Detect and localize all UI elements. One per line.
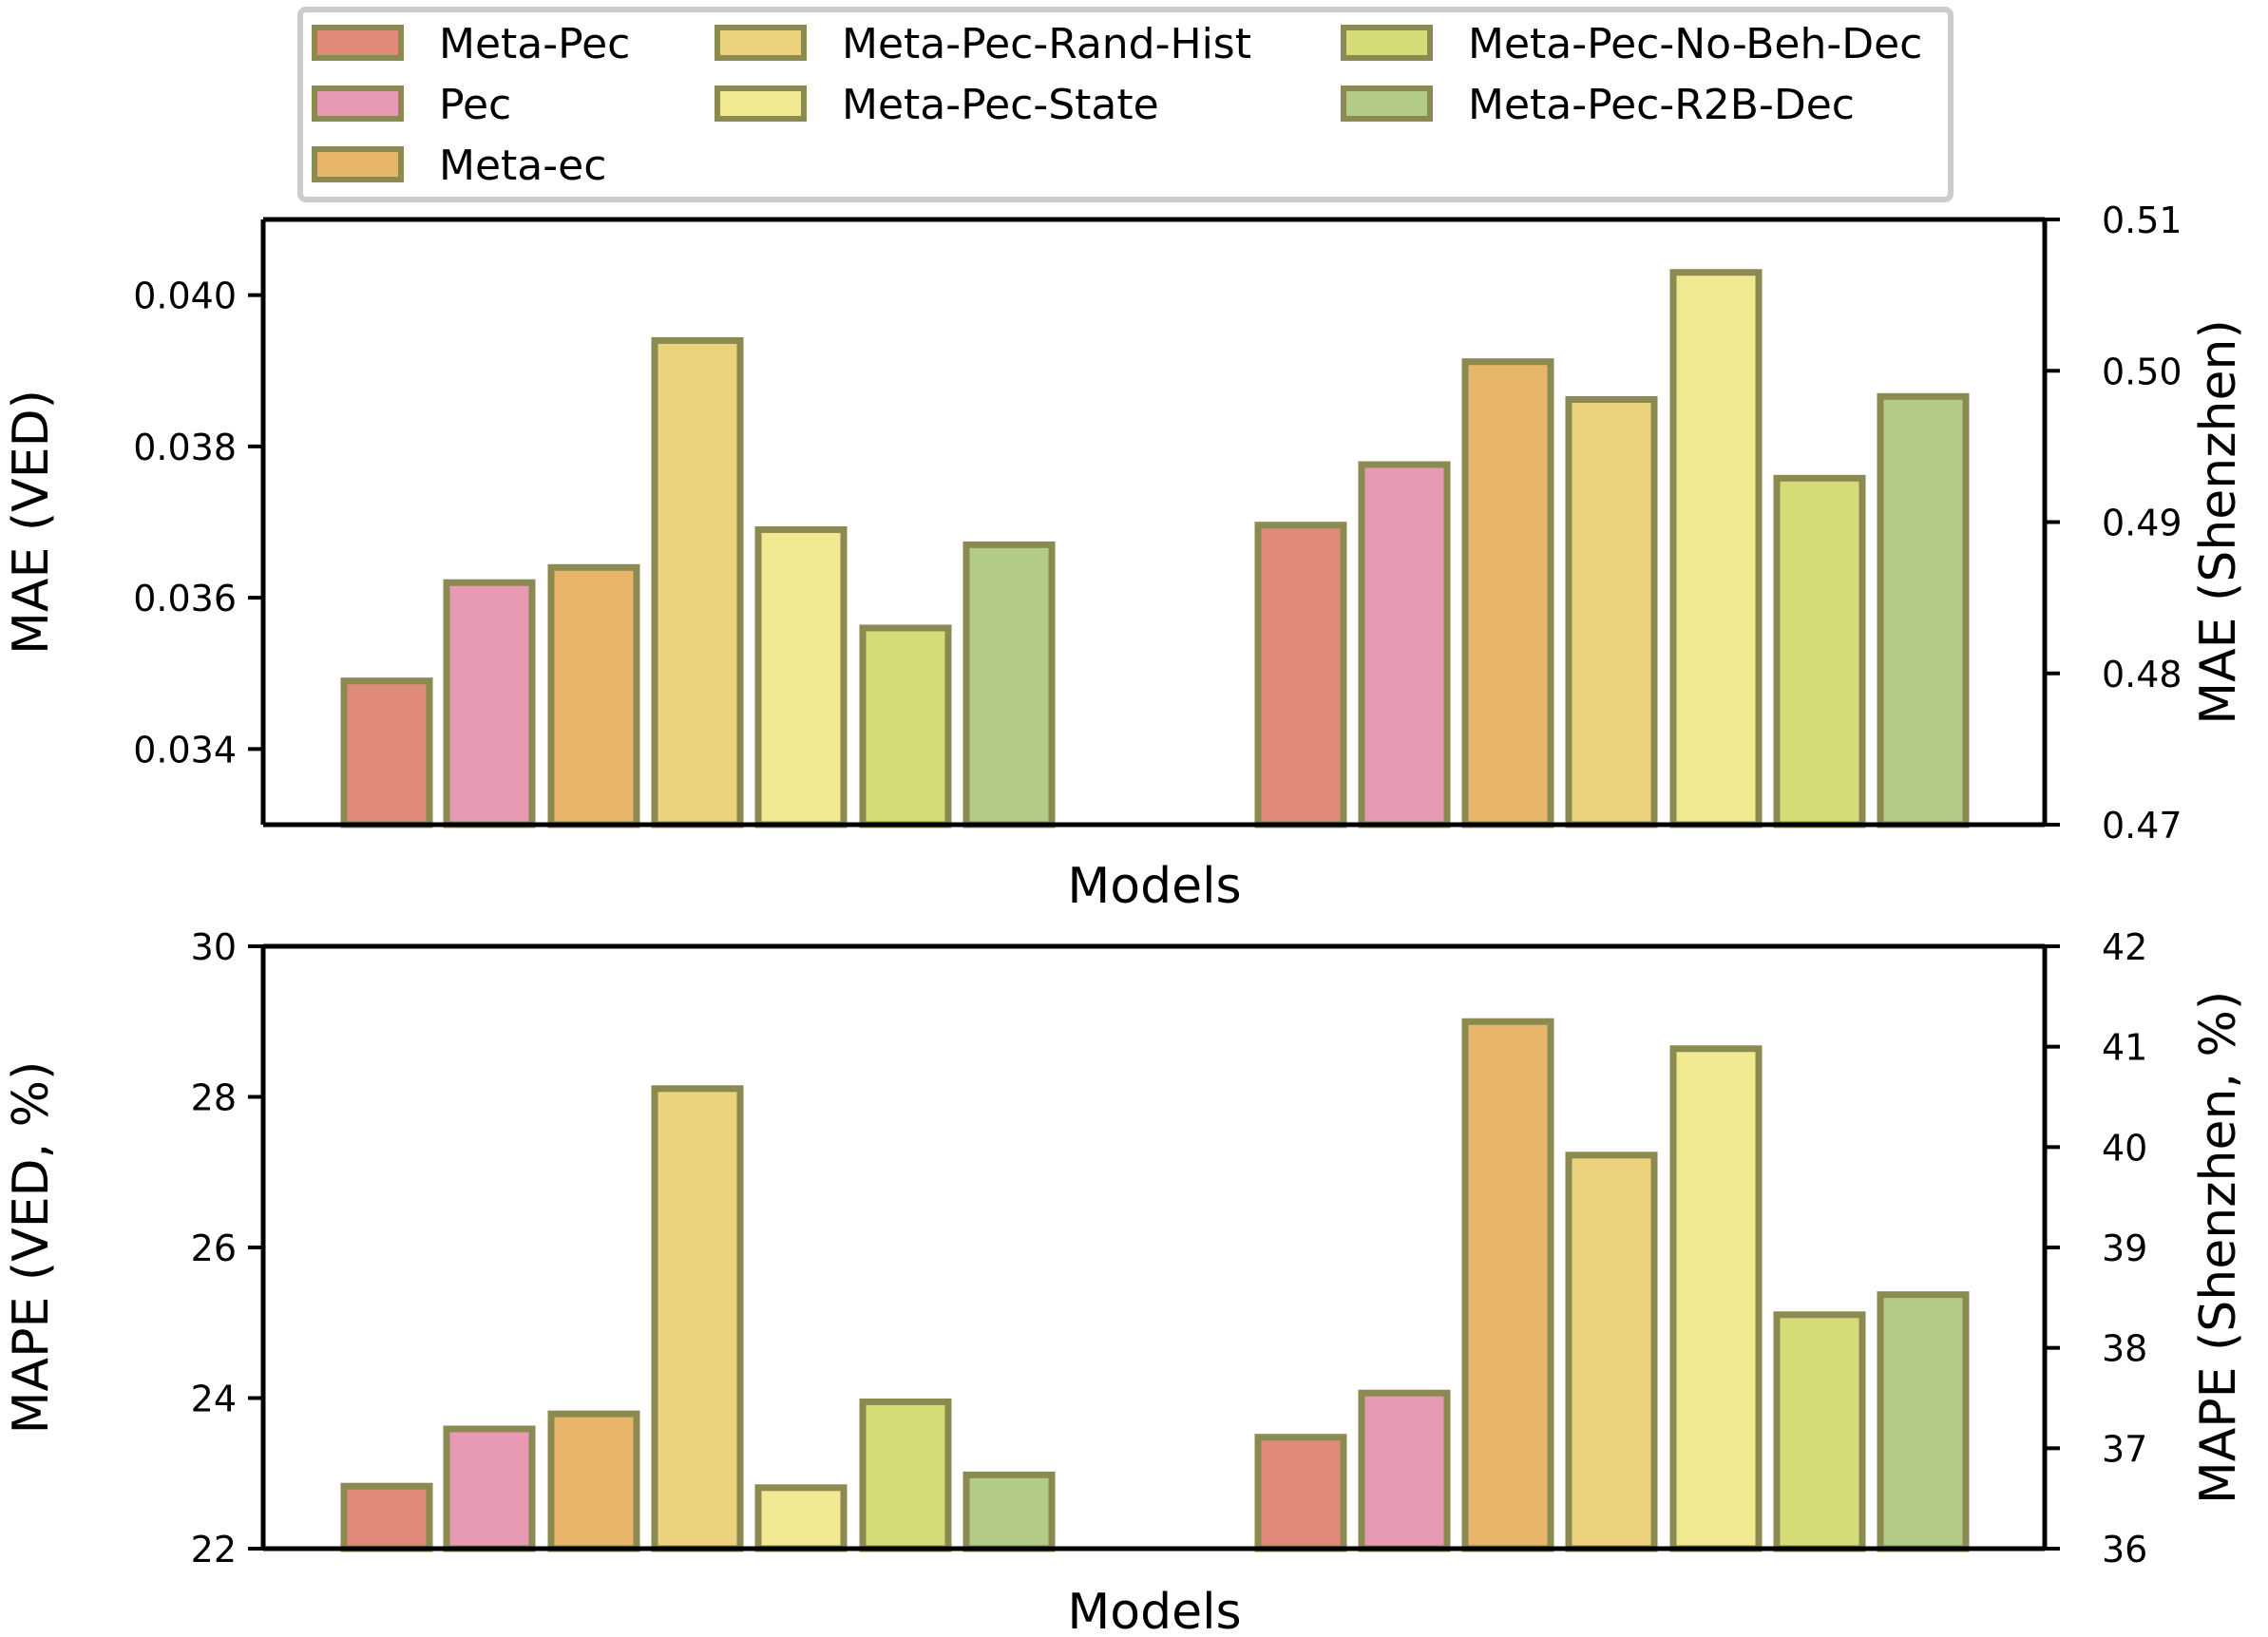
legend-swatch-6: [1341, 86, 1433, 122]
bar-p0-g0-6: [962, 541, 1056, 828]
ytick-label-left-1-2: 26: [191, 1228, 237, 1269]
bar-p1-g0-0: [340, 1482, 433, 1552]
bar-p0-g1-3: [1565, 396, 1658, 828]
ylabel-right-0: MAE (Shenzhen): [2190, 319, 2247, 725]
bar-p1-g1-5: [1773, 1311, 1866, 1552]
ytick-label-right-1-4: 40: [2102, 1127, 2147, 1169]
bar-p0-g1-4: [1669, 269, 1763, 828]
legend-swatch-3: [715, 25, 807, 61]
ytick-label-right-1-6: 42: [2102, 926, 2147, 968]
ytick-label-right-1-0: 36: [2102, 1529, 2147, 1570]
legend-swatch-1: [312, 86, 404, 122]
bar-p1-g1-1: [1358, 1389, 1451, 1552]
ytick-label-right-1-1: 37: [2102, 1428, 2147, 1470]
bar-p0-g0-4: [754, 525, 848, 828]
bar-p1-g0-4: [754, 1484, 848, 1552]
bar-p0-g1-6: [1877, 392, 1970, 828]
legend-label-0: Meta-Pec: [439, 20, 630, 68]
bar-p0-g0-3: [651, 336, 744, 828]
legend-swatch-5: [1341, 25, 1433, 61]
bar-p1-g0-6: [962, 1471, 1056, 1552]
legend-label-6: Meta-Pec-R2B-Dec: [1468, 81, 1855, 129]
legend-swatch-0: [312, 25, 404, 61]
ytick-label-left-0-0: 0.034: [133, 729, 237, 771]
legend-label-5: Meta-Pec-No-Beh-Dec: [1468, 20, 1922, 68]
bar-p0-g1-2: [1461, 358, 1554, 828]
bar-p1-g1-6: [1877, 1291, 1970, 1552]
ytick-label-left-0-1: 0.036: [133, 578, 237, 619]
ytick-label-right-0-4: 0.51: [2102, 200, 2182, 241]
bar-p0-g1-0: [1254, 522, 1347, 828]
legend-label-2: Meta-ec: [439, 142, 606, 190]
legend-swatch-4: [715, 86, 807, 122]
ylabel-left-0: MAE (VED): [3, 390, 60, 655]
bar-p0-g0-0: [340, 677, 433, 828]
bar-p1-g1-4: [1669, 1045, 1763, 1552]
ytick-label-right-0-0: 0.47: [2102, 805, 2182, 847]
xlabel-1: Models: [1067, 1584, 1241, 1637]
ytick-label-left-1-3: 28: [191, 1077, 237, 1119]
ytick-label-left-1-1: 24: [191, 1379, 237, 1420]
ytick-label-right-1-2: 38: [2102, 1328, 2147, 1370]
legend-frame: [297, 7, 1954, 202]
ytick-label-right-1-3: 39: [2102, 1228, 2147, 1269]
bar-p1-g0-2: [547, 1410, 640, 1552]
ytick-label-left-1-0: 22: [191, 1529, 237, 1570]
bar-p1-g0-5: [859, 1398, 952, 1552]
legend-label-3: Meta-Pec-Rand-Hist: [842, 20, 1251, 68]
ytick-label-left-0-3: 0.040: [133, 276, 237, 317]
bar-p1-g1-0: [1254, 1434, 1347, 1552]
bar-p1-g0-1: [443, 1425, 536, 1552]
bar-p0-g1-1: [1358, 461, 1451, 828]
bar-p1-g1-3: [1565, 1152, 1658, 1552]
bar-p0-g0-1: [443, 579, 536, 828]
ylabel-right-1: MAPE (Shenzhen, %): [2190, 991, 2247, 1504]
legend-label-1: Pec: [439, 81, 511, 129]
bar-p0-g0-2: [547, 563, 640, 828]
ytick-label-left-0-2: 0.038: [133, 427, 237, 468]
ytick-label-right-0-3: 0.50: [2102, 351, 2182, 392]
ytick-label-right-0-2: 0.49: [2102, 503, 2182, 544]
xlabel-0: Models: [1067, 858, 1241, 915]
ylabel-left-1: MAPE (VED, %): [3, 1061, 60, 1435]
bar-p1-g1-2: [1461, 1018, 1554, 1552]
legend-swatch-2: [312, 146, 404, 182]
ytick-label-right-0-1: 0.48: [2102, 654, 2182, 695]
ytick-label-right-1-5: 41: [2102, 1027, 2147, 1069]
legend-label-4: Meta-Pec-State: [842, 81, 1159, 129]
ytick-label-left-1-4: 30: [191, 926, 237, 968]
bar-p1-g0-3: [651, 1085, 744, 1552]
bar-p0-g0-5: [859, 624, 952, 828]
bar-p0-g1-5: [1773, 474, 1866, 828]
